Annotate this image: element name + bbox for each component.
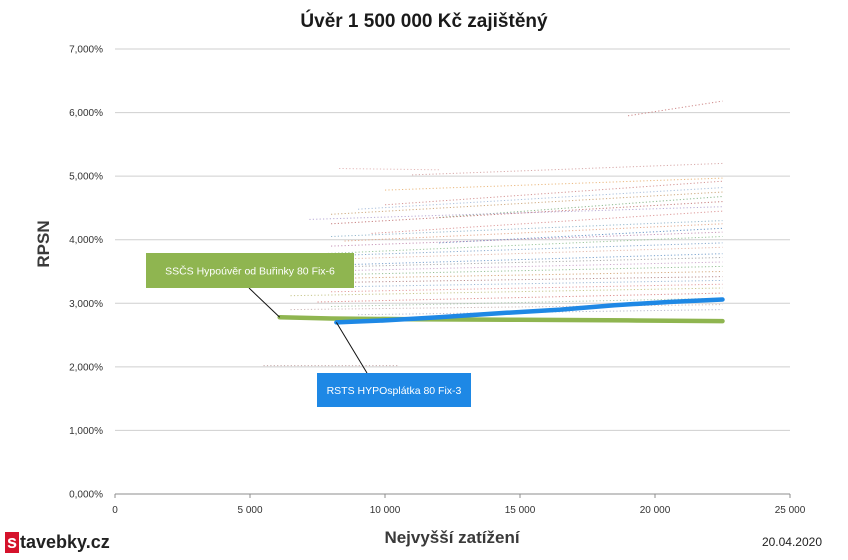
background-series-line bbox=[290, 271, 723, 280]
y-tick-label: 2,000% bbox=[69, 362, 103, 373]
background-series-line bbox=[303, 276, 723, 284]
background-series-line bbox=[411, 162, 723, 176]
background-series-line bbox=[330, 242, 723, 257]
logo-text: tavebky.cz bbox=[20, 531, 110, 552]
background-series-line bbox=[303, 279, 723, 288]
x-tick-label: 15 000 bbox=[505, 505, 536, 516]
chart-title: Úvěr 1 500 000 Kč zajištěný bbox=[300, 10, 548, 32]
x-tick-label: 10 000 bbox=[370, 505, 401, 516]
background-series-line bbox=[627, 100, 723, 117]
highlighted-series bbox=[277, 297, 725, 325]
logo-mark: s bbox=[5, 531, 19, 553]
x-tick-label: 25 000 bbox=[775, 505, 806, 516]
x-tick-label: 0 bbox=[112, 505, 118, 516]
background-series-line bbox=[276, 257, 723, 269]
y-tick-label: 7,000% bbox=[69, 45, 103, 56]
background-series-line bbox=[303, 261, 723, 272]
y-tick-label: 3,000% bbox=[69, 299, 103, 310]
background-series-line bbox=[357, 187, 723, 210]
background-series-line bbox=[330, 231, 723, 247]
y-tick-label: 6,000% bbox=[69, 108, 103, 119]
x-tick-label: 5 000 bbox=[237, 505, 262, 516]
callouts: SSČS Hypoúvěr od Buřinky 80 Fix-6 RSTS HY… bbox=[146, 253, 471, 407]
background-series-line bbox=[357, 309, 723, 316]
y-tick-label: 1,000% bbox=[69, 426, 103, 437]
y-tick-labels: 0,000% 1,000% 2,000% 3,000% 4,000% 5,000% 6,00… bbox=[69, 45, 103, 501]
background-series-line bbox=[290, 287, 723, 297]
callout-leader-line bbox=[335, 322, 368, 374]
stavebky-logo[interactable]: s tavebky.cz bbox=[5, 531, 110, 553]
callout-label: RSTS HYPOsplátka 80 Fix-3 bbox=[327, 385, 462, 397]
background-series-line bbox=[330, 297, 723, 307]
date-label: 20.04.2020 bbox=[762, 535, 822, 549]
background-series-line bbox=[330, 253, 723, 266]
background-series-line bbox=[384, 177, 723, 191]
callout-box bbox=[146, 253, 354, 288]
background-series-line bbox=[384, 180, 723, 206]
background-series-line bbox=[317, 292, 723, 303]
background-series-line bbox=[330, 283, 723, 293]
background-series-line bbox=[330, 191, 723, 215]
y-axis-title: RPSN bbox=[34, 220, 53, 267]
callout-leader-line bbox=[248, 287, 281, 318]
x-tick-label: 20 000 bbox=[640, 505, 671, 516]
background-series-line bbox=[303, 246, 723, 261]
callout-label: SSČS Hypoúvěr od Buřinky 80 Fix-6 bbox=[165, 265, 335, 278]
gridlines bbox=[115, 48, 790, 495]
background-series-line bbox=[309, 206, 723, 220]
background-series-line bbox=[438, 196, 723, 218]
background-series-line bbox=[339, 168, 440, 171]
highlighted-series-line bbox=[334, 297, 725, 325]
background-series bbox=[263, 100, 723, 367]
background-series-line bbox=[276, 236, 723, 257]
y-tick-label: 5,000% bbox=[69, 172, 103, 183]
y-tick-label: 4,000% bbox=[69, 235, 103, 246]
background-series-line bbox=[330, 201, 723, 225]
callout-box bbox=[317, 373, 471, 407]
y-tick-label: 0,000% bbox=[69, 490, 103, 501]
background-series-line bbox=[344, 223, 723, 242]
highlighted-series-line bbox=[277, 315, 725, 324]
x-tick-labels: 0 5 000 10 000 15 000 20 000 25 000 bbox=[112, 494, 806, 516]
background-series-line bbox=[330, 265, 723, 276]
x-axis-title: Nejvyšší zatížení bbox=[384, 528, 520, 547]
background-series-line bbox=[290, 304, 723, 311]
background-series-line bbox=[371, 210, 723, 234]
background-series-line bbox=[330, 220, 723, 237]
